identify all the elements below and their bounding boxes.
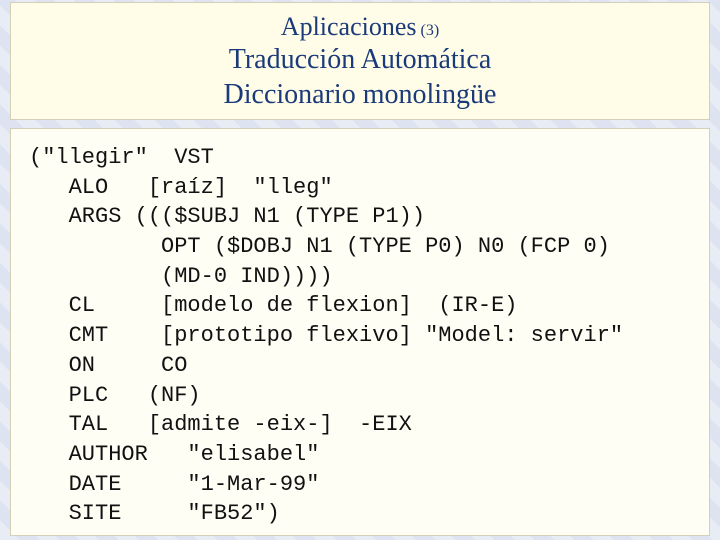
title-main: Aplicaciones: [281, 12, 417, 41]
code-line: CMT [prototipo flexivo] "Model: servir": [29, 323, 623, 348]
code-line: ON CO: [29, 353, 187, 378]
title-line-2: Traducción Automática: [11, 42, 709, 77]
header-box: Aplicaciones (3) Traducción Automática D…: [10, 2, 710, 120]
code-line: ARGS ((($SUBJ N1 (TYPE P1)): [29, 204, 425, 229]
title-line-3: Diccionario monolingüe: [11, 77, 709, 112]
code-line: ("llegir" VST: [29, 145, 214, 170]
code-line: CL [modelo de flexion] (IR-E): [29, 293, 517, 318]
code-line: SITE "FB52"): [29, 501, 280, 526]
code-line: ALO [raíz] "lleg": [29, 175, 333, 200]
code-line: (MD-0 IND)))): [29, 264, 333, 289]
title-line-1: Aplicaciones (3): [11, 11, 709, 42]
code-line: OPT ($DOBJ N1 (TYPE P0) N0 (FCP 0): [29, 234, 610, 259]
title-sub: (3): [421, 22, 440, 39]
code-line: TAL [admite -eix-] -EIX: [29, 412, 412, 437]
code-box: ("llegir" VST ALO [raíz] "lleg" ARGS (((…: [10, 128, 710, 536]
code-line: AUTHOR "elisabel": [29, 442, 319, 467]
code-line: PLC (NF): [29, 383, 201, 408]
code-line: DATE "1-Mar-99": [29, 472, 319, 497]
